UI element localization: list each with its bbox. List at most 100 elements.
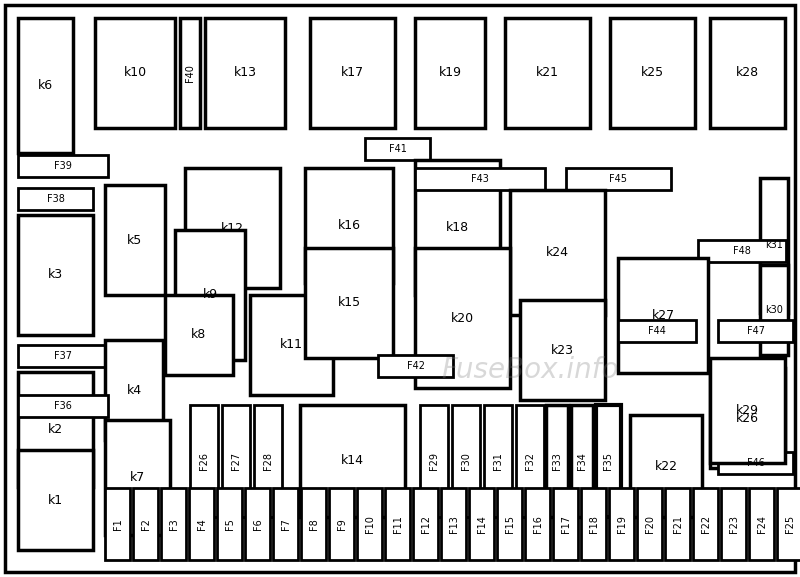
- Text: k10: k10: [123, 66, 146, 80]
- Text: F16: F16: [533, 515, 542, 533]
- Bar: [18, 372, 93, 487]
- Bar: [18, 18, 73, 153]
- Bar: [760, 265, 788, 355]
- Text: k13: k13: [234, 66, 257, 80]
- Text: k6: k6: [38, 79, 53, 92]
- Bar: [222, 405, 250, 517]
- Text: k23: k23: [551, 343, 574, 357]
- Bar: [305, 168, 393, 283]
- Text: F5: F5: [225, 518, 234, 530]
- Text: k8: k8: [191, 328, 206, 342]
- Bar: [250, 295, 333, 395]
- Bar: [245, 488, 270, 560]
- Text: F15: F15: [505, 515, 514, 533]
- Bar: [18, 450, 93, 550]
- Bar: [254, 405, 282, 517]
- Text: k30: k30: [765, 305, 783, 315]
- Bar: [698, 240, 786, 262]
- Bar: [760, 178, 788, 313]
- Bar: [566, 168, 671, 190]
- Bar: [777, 488, 800, 560]
- Bar: [133, 488, 158, 560]
- Bar: [217, 488, 242, 560]
- Text: F19: F19: [617, 515, 626, 533]
- Text: F12: F12: [421, 515, 430, 533]
- Text: F45: F45: [610, 174, 627, 184]
- Text: k5: k5: [127, 234, 142, 246]
- Text: F1: F1: [113, 518, 122, 530]
- Bar: [415, 160, 500, 295]
- Text: k29: k29: [736, 404, 759, 417]
- Bar: [505, 18, 590, 128]
- Text: F14: F14: [477, 515, 486, 533]
- Bar: [693, 488, 718, 560]
- Bar: [189, 488, 214, 560]
- Bar: [415, 168, 545, 190]
- Text: F21: F21: [673, 515, 682, 533]
- Bar: [180, 18, 200, 128]
- Text: k9: k9: [202, 288, 218, 302]
- Bar: [18, 215, 93, 335]
- Text: F3: F3: [169, 518, 178, 530]
- Bar: [581, 488, 606, 560]
- Bar: [718, 452, 793, 474]
- Text: k26: k26: [736, 411, 759, 425]
- Text: k19: k19: [438, 66, 462, 80]
- Text: F6: F6: [253, 518, 262, 530]
- Text: F47: F47: [746, 326, 765, 336]
- Text: F30: F30: [461, 452, 471, 470]
- Text: F33: F33: [552, 452, 562, 470]
- Bar: [553, 488, 578, 560]
- Bar: [618, 320, 696, 342]
- Bar: [105, 488, 130, 560]
- Bar: [190, 405, 218, 517]
- Bar: [710, 358, 785, 463]
- Text: k24: k24: [546, 246, 569, 259]
- Text: k16: k16: [338, 219, 361, 232]
- Bar: [497, 488, 522, 560]
- Text: F31: F31: [493, 452, 503, 470]
- Bar: [520, 300, 605, 400]
- Text: F29: F29: [429, 452, 439, 470]
- Bar: [546, 405, 568, 517]
- Text: F17: F17: [561, 515, 570, 533]
- Text: k12: k12: [221, 222, 244, 234]
- Text: F43: F43: [471, 174, 489, 184]
- Text: F18: F18: [589, 515, 598, 533]
- Bar: [161, 488, 186, 560]
- Text: F24: F24: [757, 515, 766, 533]
- Bar: [630, 415, 702, 517]
- Text: F26: F26: [199, 452, 209, 470]
- Bar: [415, 248, 510, 388]
- Text: F48: F48: [733, 246, 751, 256]
- Text: F44: F44: [648, 326, 666, 336]
- Text: F8: F8: [309, 518, 318, 530]
- Text: F42: F42: [406, 361, 425, 371]
- Text: k15: k15: [338, 297, 361, 309]
- Text: k11: k11: [280, 339, 303, 351]
- Bar: [175, 230, 245, 360]
- Bar: [165, 295, 233, 375]
- Bar: [105, 185, 165, 295]
- Text: k2: k2: [48, 423, 63, 436]
- Bar: [525, 488, 550, 560]
- Bar: [710, 18, 785, 128]
- Bar: [305, 248, 393, 358]
- Text: k7: k7: [130, 471, 145, 484]
- Bar: [441, 488, 466, 560]
- Text: k18: k18: [446, 221, 469, 234]
- Bar: [329, 488, 354, 560]
- Bar: [18, 155, 108, 177]
- Text: k25: k25: [641, 66, 664, 80]
- Bar: [571, 405, 593, 517]
- Text: F32: F32: [525, 452, 535, 470]
- Bar: [18, 395, 108, 417]
- Bar: [609, 488, 634, 560]
- Bar: [18, 345, 108, 367]
- Text: k27: k27: [651, 309, 674, 322]
- Bar: [516, 405, 544, 517]
- Bar: [610, 18, 695, 128]
- Bar: [95, 18, 175, 128]
- Text: F40: F40: [185, 64, 195, 82]
- Bar: [710, 368, 785, 468]
